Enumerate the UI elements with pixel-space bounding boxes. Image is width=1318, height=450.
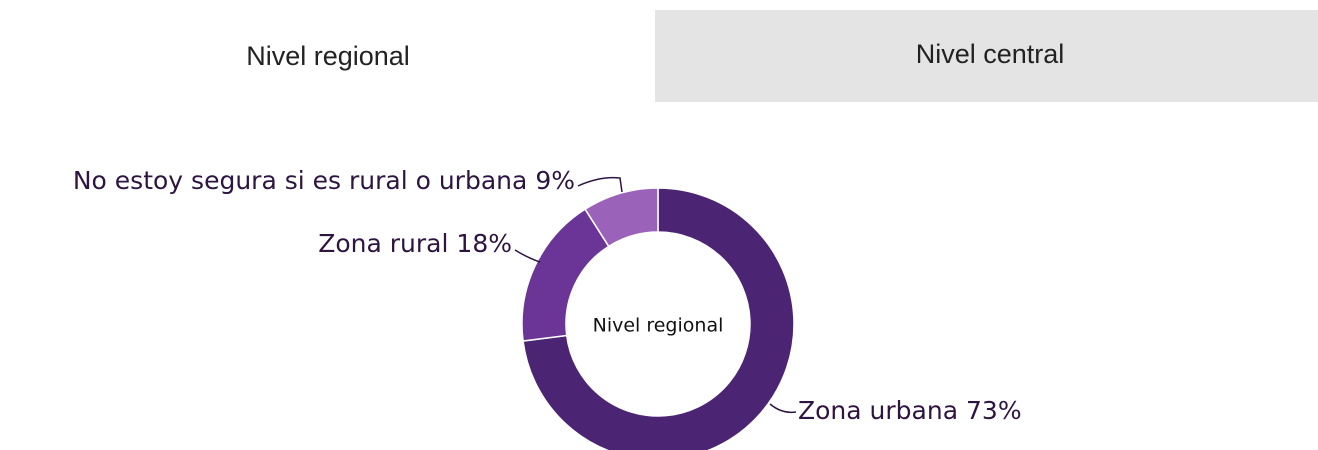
leader-line xyxy=(577,176,623,193)
category-label: Zona rural xyxy=(318,229,448,258)
leader-line xyxy=(514,249,541,263)
tab-background xyxy=(655,10,1318,102)
tab[interactable]: Nivel regional xyxy=(246,41,410,71)
tab[interactable]: Nivel central xyxy=(916,39,1065,69)
value-label: 9% xyxy=(535,166,575,195)
leader-line xyxy=(769,403,797,414)
donut-slice xyxy=(584,187,659,248)
category-label: Zona urbana xyxy=(798,396,958,425)
center-label: Nivel regional xyxy=(593,315,724,337)
category-label: No estoy segura si es rural o urbana xyxy=(73,166,527,195)
slice-label: Zona rural 18% xyxy=(318,229,512,258)
slice-label: No estoy segura si es rural o urbana 9% xyxy=(73,166,575,195)
value-label: 73% xyxy=(966,396,1022,425)
donut-chart: Nivel regional Zona urbana 73% Zona rural 18… xyxy=(73,166,1022,450)
donut-slice xyxy=(522,187,795,450)
slice-label: Zona urbana 73% xyxy=(798,396,1022,425)
value-label: 18% xyxy=(456,229,512,258)
